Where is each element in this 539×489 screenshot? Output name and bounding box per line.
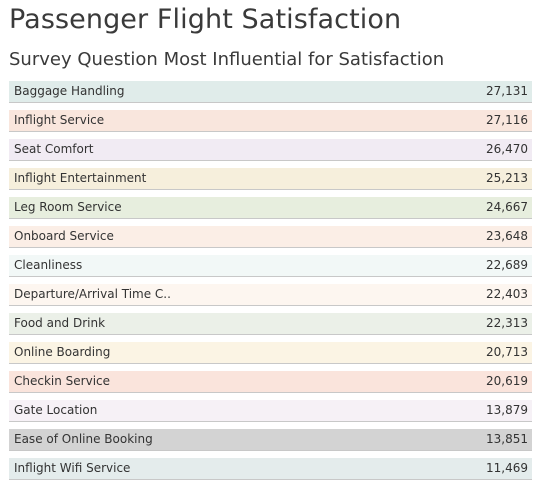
row-label: Cleanliness bbox=[14, 258, 83, 272]
table-row[interactable]: Checkin Service 20,619 bbox=[9, 371, 532, 393]
table-row[interactable]: Online Boarding 20,713 bbox=[9, 342, 532, 364]
table-row[interactable]: Onboard Service 23,648 bbox=[9, 226, 532, 248]
table-row[interactable]: Departure/Arrival Time C.. 22,403 bbox=[9, 284, 532, 306]
table-row[interactable]: Gate Location 13,879 bbox=[9, 400, 532, 422]
row-value: 22,689 bbox=[486, 258, 528, 272]
row-label: Inflight Entertainment bbox=[14, 171, 147, 185]
row-value: 22,313 bbox=[486, 316, 528, 330]
row-label: Gate Location bbox=[14, 403, 98, 417]
row-value: 22,403 bbox=[486, 287, 528, 301]
row-value: 24,667 bbox=[486, 200, 528, 214]
dashboard-subtitle: Survey Question Most Influential for Sat… bbox=[9, 49, 445, 70]
survey-question-list: Baggage Handling 27,131 Inflight Service… bbox=[9, 81, 532, 487]
row-value: 13,879 bbox=[486, 403, 528, 417]
row-label: Food and Drink bbox=[14, 316, 106, 330]
row-value: 13,851 bbox=[486, 432, 528, 446]
table-row[interactable]: Cleanliness 22,689 bbox=[9, 255, 532, 277]
table-row[interactable]: Seat Comfort 26,470 bbox=[9, 139, 532, 161]
row-value: 11,469 bbox=[486, 461, 528, 475]
dashboard-title: Passenger Flight Satisfaction bbox=[9, 4, 402, 35]
row-label: Seat Comfort bbox=[14, 142, 94, 156]
table-row[interactable]: Inflight Entertainment 25,213 bbox=[9, 168, 532, 190]
row-value: 27,116 bbox=[486, 113, 528, 127]
table-row[interactable]: Ease of Online Booking 13,851 bbox=[9, 429, 532, 451]
table-row[interactable]: Leg Room Service 24,667 bbox=[9, 197, 532, 219]
row-value: 23,648 bbox=[486, 229, 528, 243]
row-label: Ease of Online Booking bbox=[14, 432, 153, 446]
row-value: 20,713 bbox=[486, 345, 528, 359]
table-row[interactable]: Baggage Handling 27,131 bbox=[9, 81, 532, 103]
row-label: Inflight Wifi Service bbox=[14, 461, 131, 475]
row-label: Online Boarding bbox=[14, 345, 111, 359]
row-label: Departure/Arrival Time C.. bbox=[14, 287, 171, 301]
row-label: Leg Room Service bbox=[14, 200, 122, 214]
row-value: 20,619 bbox=[486, 374, 528, 388]
table-row[interactable]: Food and Drink 22,313 bbox=[9, 313, 532, 335]
row-value: 26,470 bbox=[486, 142, 528, 156]
table-row[interactable]: Inflight Service 27,116 bbox=[9, 110, 532, 132]
row-label: Checkin Service bbox=[14, 374, 111, 388]
row-value: 25,213 bbox=[486, 171, 528, 185]
row-label: Onboard Service bbox=[14, 229, 114, 243]
table-row[interactable]: Inflight Wifi Service 11,469 bbox=[9, 458, 532, 480]
row-label: Inflight Service bbox=[14, 113, 105, 127]
row-label: Baggage Handling bbox=[14, 84, 125, 98]
row-value: 27,131 bbox=[486, 84, 528, 98]
